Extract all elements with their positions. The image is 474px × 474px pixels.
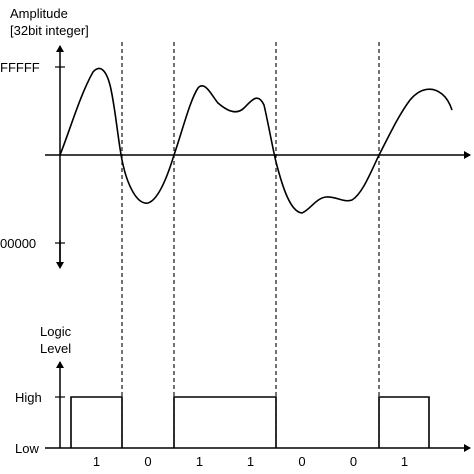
logic-high-label: High: [15, 390, 42, 405]
logic-axis-subtitle: Level: [40, 341, 71, 356]
amplitude-min-label: 00000: [0, 236, 36, 251]
logic-low-label: Low: [15, 441, 39, 456]
logic-waveform: [70, 396, 430, 448]
analog-waveform: [59, 67, 453, 214]
bit-label-2: 0: [144, 454, 151, 469]
bit-label-7: 1: [401, 454, 408, 469]
amplitude-axis-subtitle: [32bit integer]: [10, 23, 89, 38]
bit-label-6: 0: [350, 454, 357, 469]
amplitude-max-label: FFFFF: [0, 60, 40, 75]
amplitude-axis-title: Amplitude: [10, 6, 68, 21]
bit-label-3: 1: [196, 454, 203, 469]
logic-axis-title: Logic: [40, 324, 72, 339]
bit-labels: 1 0 1 1 0 0 1: [93, 454, 408, 469]
bit-label-1: 1: [93, 454, 100, 469]
bit-label-5: 0: [298, 454, 305, 469]
bit-label-4: 1: [247, 454, 254, 469]
